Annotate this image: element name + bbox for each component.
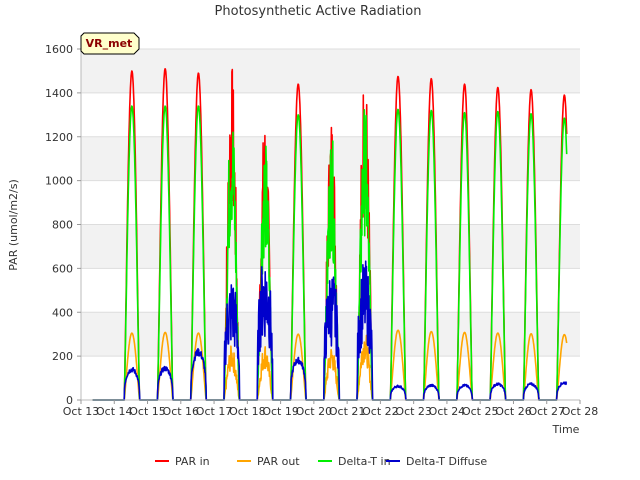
legend-label: Delta-T Diffuse [406,455,487,468]
y-axis-label: PAR (umol/m2/s) [7,179,20,271]
x-tick-label: Oct 19 [262,405,299,418]
plot-band [81,49,580,93]
y-tick-label: 200 [52,350,73,363]
x-tick-label: Oct 15 [129,405,166,418]
x-tick-label: Oct 16 [163,405,200,418]
legend-label: PAR in [175,455,210,468]
y-tick-label: 1000 [45,175,73,188]
x-tick-label: Oct 14 [96,405,133,418]
x-tick-label: Oct 27 [528,405,565,418]
plot-band [81,92,580,137]
station-badge-box [80,32,140,55]
x-tick-label: Oct 23 [395,405,432,418]
x-tick-label: Oct 25 [462,405,499,418]
y-ticks: 0 200 400 600 800 1000 1200 1400 1600 [45,43,81,407]
chart-title: Photosynthetic Active Radiation [215,4,422,19]
y-tick-label: 0 [66,394,73,407]
x-tick-label: Oct 17 [196,405,233,418]
x-tick-label: Oct 13 [63,405,100,418]
y-tick-label: 400 [52,306,73,319]
x-tick-label: Oct 20 [296,405,333,418]
x-axis-label: Time [552,423,580,436]
legend-label: Delta-T in [338,455,391,468]
x-tick-label: Oct 21 [329,405,366,418]
x-tick-label: Oct 28 [562,405,599,418]
x-tick-label: Oct 22 [362,405,399,418]
legend: PAR in PAR out Delta-T in Delta-T Diffuse [155,455,487,468]
legend-label: PAR out [257,455,300,468]
y-tick-label: 800 [52,219,73,232]
x-tick-label: Oct 26 [495,405,532,418]
y-tick-label: 1600 [45,43,73,56]
x-tick-label: Oct 24 [429,405,466,418]
x-tick-label: Oct 18 [229,405,266,418]
station-badge: VR_met [80,32,140,55]
y-tick-label: 1200 [45,131,73,144]
station-label: VR_met [86,37,133,50]
y-tick-label: 1400 [45,87,73,100]
y-tick-label: 600 [52,262,73,275]
